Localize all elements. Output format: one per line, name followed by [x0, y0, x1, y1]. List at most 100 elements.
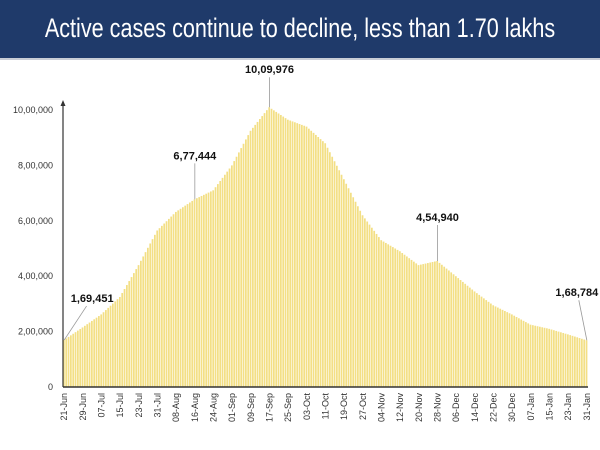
bar: [403, 254, 406, 387]
bar: [137, 265, 140, 387]
bar: [294, 122, 296, 388]
bar: [585, 340, 588, 387]
bar: [219, 180, 222, 387]
axes-group: 0 2,00,000 4,00,000 6,00,000 8,00,000 10,00,0…: [13, 100, 592, 422]
x-tick-label: 16-Aug: [190, 393, 200, 422]
annotation-leader-line: [63, 305, 87, 341]
x-tick-label: 30-Dec: [507, 393, 517, 423]
bar: [476, 293, 478, 387]
bar: [210, 191, 212, 387]
bar: [417, 265, 420, 387]
bar: [116, 299, 119, 387]
bar: [221, 177, 224, 387]
bar: [434, 261, 436, 387]
bar: [473, 291, 476, 387]
bar: [578, 338, 581, 387]
bar: [560, 332, 562, 387]
x-tick-label: 25-Sep: [283, 393, 293, 422]
bar: [410, 259, 413, 387]
x-tick-label: 07-Jan: [526, 393, 536, 421]
bar: [550, 329, 553, 387]
x-tick-label: 31-Jul: [153, 393, 163, 418]
bar: [224, 174, 226, 387]
bar: [214, 187, 217, 387]
bar: [385, 242, 387, 387]
bar: [483, 298, 485, 387]
bar: [548, 328, 551, 387]
bar: [541, 327, 544, 387]
bar: [347, 188, 350, 387]
bar: [448, 270, 450, 387]
y-tick-label: 6,00,000: [18, 216, 53, 226]
bar: [170, 216, 173, 387]
bar: [252, 127, 254, 387]
x-tick-label: 31-Jan: [582, 393, 592, 421]
bar: [287, 119, 289, 387]
y-tick-label: 2,00,000: [18, 327, 53, 337]
bar: [263, 113, 266, 387]
bar: [282, 116, 285, 387]
bar: [462, 281, 464, 387]
bar: [539, 326, 541, 387]
bar: [205, 193, 208, 387]
bar: [504, 310, 506, 387]
bar: [256, 121, 259, 387]
annotation-label: 1,68,784: [555, 287, 599, 299]
bar: [231, 165, 233, 387]
bar: [235, 156, 238, 387]
x-tick-label: 23-Jan: [563, 393, 573, 421]
bar: [277, 113, 280, 387]
bar: [571, 335, 574, 387]
bar: [254, 124, 257, 387]
bar: [81, 327, 84, 387]
bar: [441, 264, 443, 387]
bar: [492, 305, 495, 387]
bar: [443, 266, 446, 387]
bar: [333, 161, 336, 387]
bar: [151, 239, 154, 387]
bar: [401, 253, 404, 387]
x-tick-label: 12-Nov: [395, 393, 405, 423]
x-tick-label: 29-Jun: [78, 393, 88, 421]
x-tick-label: 20-Nov: [414, 393, 424, 423]
bar: [128, 281, 131, 387]
bar: [284, 118, 287, 388]
bar: [93, 319, 96, 387]
bar: [399, 251, 401, 387]
bar: [466, 285, 469, 387]
x-tick-label: 11-Oct: [321, 393, 331, 420]
x-tick-label: 01-Sep: [227, 393, 237, 422]
bar: [359, 210, 362, 387]
bar: [98, 316, 100, 387]
bar: [485, 300, 488, 387]
bar: [387, 244, 390, 387]
bar: [350, 192, 352, 387]
bar: [135, 269, 138, 387]
bar: [217, 184, 219, 387]
x-tick-label: 14-Dec: [470, 393, 480, 423]
bar: [158, 228, 161, 387]
bar: [450, 272, 453, 387]
bar: [121, 292, 124, 387]
bar: [275, 111, 278, 387]
bar: [394, 248, 397, 387]
bar: [298, 124, 301, 387]
bar: [140, 260, 142, 387]
bar: [424, 263, 427, 387]
bar: [452, 274, 455, 387]
bar: [371, 227, 373, 387]
bar: [520, 319, 523, 387]
bar: [527, 323, 530, 387]
bar: [233, 161, 236, 387]
y-tick-label: 10,00,000: [13, 105, 53, 115]
bar: [245, 139, 247, 387]
bar: [203, 194, 205, 387]
bar: [182, 207, 184, 387]
bar: [289, 120, 292, 388]
bar: [119, 296, 121, 387]
y-axis-arrow-icon: [60, 100, 66, 106]
x-tick-label: 06-Dec: [451, 393, 461, 423]
bar: [144, 252, 147, 387]
x-tick-label: 15-Jul: [115, 393, 125, 418]
bar: [168, 218, 170, 387]
